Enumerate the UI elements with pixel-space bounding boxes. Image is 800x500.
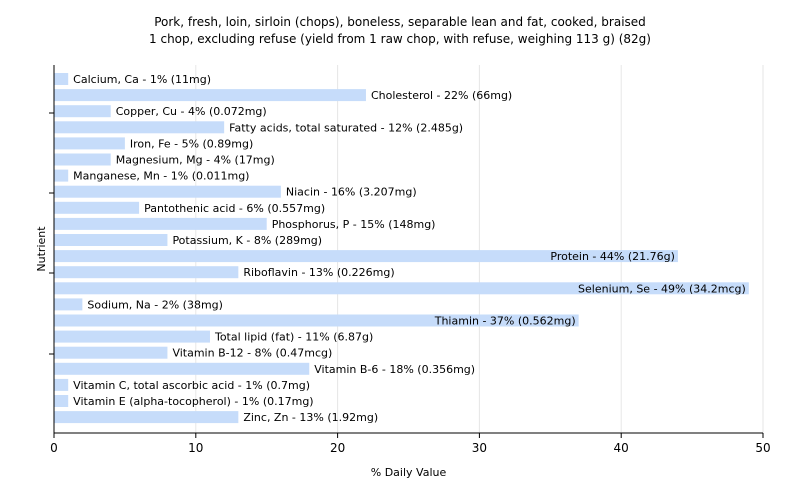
x-tick-label: 30: [472, 441, 487, 455]
bar: [54, 89, 366, 102]
bar: [54, 395, 69, 407]
x-tick-label: 50: [755, 441, 770, 455]
bar-label: Calcium, Ca - 1% (11mg): [73, 73, 211, 86]
bar-label: Vitamin E (alpha-tocopherol) - 1% (0.17m…: [73, 395, 313, 408]
bar-label: Phosphorus, P - 15% (148mg): [272, 218, 436, 231]
chart-subtitle: 1 chop, excluding refuse (yield from 1 r…: [149, 32, 651, 46]
bar-label: Magnesium, Mg - 4% (17mg): [116, 154, 275, 167]
bar: [54, 153, 111, 166]
bar-label: Selenium, Se - 49% (34.2mcg): [578, 282, 746, 295]
bar-label: Vitamin C, total ascorbic acid - 1% (0.7…: [73, 379, 310, 392]
bar: [54, 282, 749, 295]
bar: [54, 105, 111, 118]
x-tick-label: 10: [188, 441, 203, 455]
bar-label: Iron, Fe - 5% (0.89mg): [130, 137, 253, 150]
bar: [54, 121, 225, 134]
chart-title: Pork, fresh, loin, sirloin (chops), bone…: [154, 15, 646, 29]
bar-label: Riboflavin - 13% (0.226mg): [243, 266, 394, 279]
x-tick-label: 20: [330, 441, 345, 455]
bar-label: Cholesterol - 22% (66mg): [371, 89, 512, 102]
bar-label: Copper, Cu - 4% (0.072mg): [116, 105, 267, 118]
bar-label: Niacin - 16% (3.207mg): [286, 186, 417, 199]
bar-label: Protein - 44% (21.76g): [550, 250, 675, 263]
x-tick-label: 40: [614, 441, 629, 455]
bar-label: Total lipid (fat) - 11% (6.87g): [214, 331, 373, 344]
grid-lines: [195, 65, 764, 433]
bar-label: Sodium, Na - 2% (38mg): [87, 298, 223, 311]
y-axis-title: Nutrient: [35, 226, 48, 272]
bar: [54, 73, 69, 85]
bar-label: Zinc, Zn - 13% (1.92mg): [243, 411, 378, 424]
bar: [54, 217, 267, 230]
bar: [54, 378, 69, 391]
bar-label: Vitamin B-6 - 18% (0.356mg): [314, 363, 475, 376]
bar-label: Potassium, K - 8% (289mg): [172, 234, 322, 247]
bar: [54, 346, 168, 359]
bar: [54, 298, 83, 311]
bar: [54, 411, 239, 424]
bar: [54, 314, 579, 327]
bar-label: Pantothenic acid - 6% (0.557mg): [144, 202, 325, 215]
bar: [54, 201, 140, 214]
x-tick-label: 0: [50, 441, 58, 455]
bar-label: Manganese, Mn - 1% (0.011mg): [73, 170, 249, 183]
axes: [53, 65, 763, 434]
bar: [54, 234, 168, 246]
bar-label: Vitamin B-12 - 8% (0.47mcg): [172, 347, 332, 360]
bar-label: Fatty acids, total saturated - 12% (2.48…: [229, 121, 463, 134]
x-axis-title: % Daily Value: [371, 466, 447, 479]
bar: [54, 330, 210, 343]
bar: [54, 266, 239, 279]
bar: [54, 169, 69, 182]
bar: [54, 185, 281, 198]
bar: [54, 250, 678, 263]
x-ticks: 0 10 20 30 40 50: [49, 112, 771, 455]
bars: Calcium, Ca - 1% (11mg) Cholesterol - 22%…: [54, 73, 749, 424]
bar: [54, 137, 125, 150]
bar-label: Thiamin - 37% (0.562mg): [434, 315, 576, 328]
bar: [54, 362, 310, 375]
